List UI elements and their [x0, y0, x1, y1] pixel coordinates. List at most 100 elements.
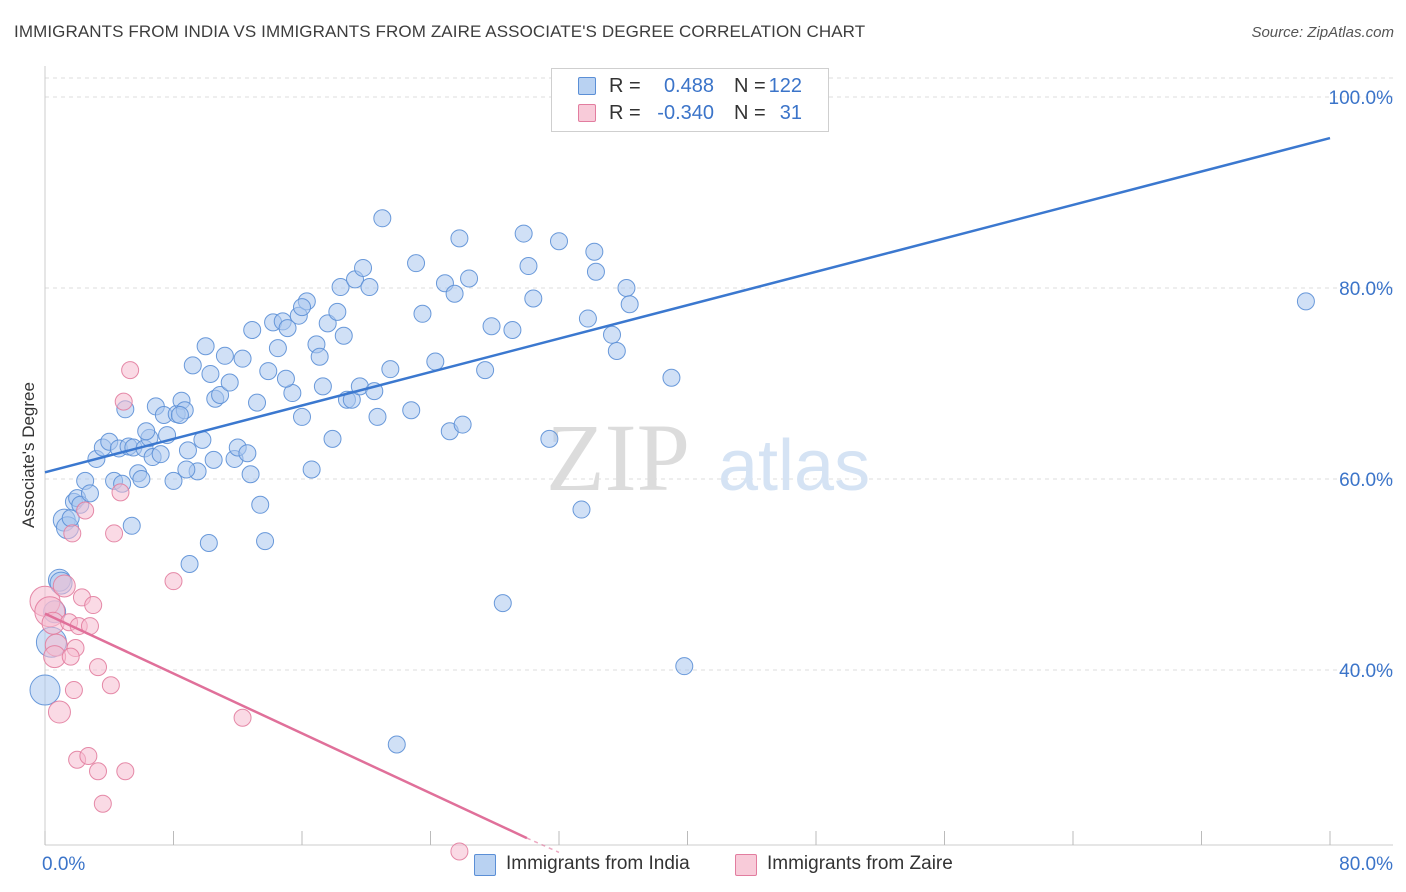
india-point-38 — [183, 356, 202, 375]
india-point-118 — [241, 465, 260, 484]
zaire-point-25 — [116, 762, 135, 781]
india-point-88 — [407, 254, 426, 273]
india-point-73 — [328, 302, 347, 321]
zaire-point-12 — [61, 647, 80, 666]
y-tick-label-2: 80.0% — [1339, 279, 1393, 300]
zaire-point-5 — [47, 700, 71, 724]
zaire-point-20 — [93, 794, 112, 813]
india-point-93 — [445, 284, 464, 303]
india-point-84 — [373, 209, 392, 228]
india-point-54 — [248, 393, 267, 412]
zaire-point-30 — [450, 842, 469, 861]
india-point-86 — [387, 735, 406, 754]
india-point-47 — [215, 346, 234, 365]
india-point-81 — [360, 278, 379, 297]
axes — [44, 66, 1393, 846]
india-point-90 — [426, 352, 445, 371]
india-point-64 — [293, 407, 311, 426]
legend-india-n-label: N = — [734, 75, 766, 97]
india-point-101 — [514, 224, 533, 243]
india-point-111 — [607, 342, 626, 361]
x-tick-label-1: 80.0% — [1339, 854, 1393, 875]
india-point-116 — [1296, 292, 1315, 311]
india-point-51 — [233, 349, 252, 368]
india-point-107 — [578, 309, 597, 328]
x-tick-label-0: 0.0% — [42, 854, 85, 875]
zaire-point-16 — [84, 596, 103, 615]
india-point-96 — [460, 269, 479, 288]
india-point-80 — [354, 258, 373, 277]
legend-swatch-zaire — [578, 104, 596, 122]
india-point-120 — [177, 460, 196, 479]
trendlines — [44, 136, 1331, 854]
india-point-56 — [256, 532, 275, 551]
india-point-99 — [493, 594, 512, 613]
india-point-43 — [201, 364, 220, 383]
india-point-59 — [268, 339, 287, 358]
series-india-points — [29, 209, 1315, 754]
zaire-point-8 — [63, 524, 82, 543]
legend-swatch-india — [578, 77, 596, 95]
legend-india-n-value: 122 — [768, 75, 802, 97]
legend-row-zaire: R = -0.340 N = 31 — [552, 100, 828, 126]
india-point-57 — [259, 362, 278, 381]
india-point-61 — [278, 319, 297, 338]
india-point-83 — [368, 407, 387, 426]
y-tick-label-0: 40.0% — [1339, 661, 1393, 682]
legend-zaire-n-value: 31 — [779, 102, 802, 124]
india-point-32 — [164, 471, 183, 490]
india-point-97 — [476, 361, 495, 380]
y-tick-label-3: 100.0% — [1329, 88, 1394, 109]
legend-zaire-r-label: R = — [609, 102, 641, 124]
india-point-71 — [318, 314, 337, 333]
india-point-22 — [122, 516, 141, 535]
india-point-40 — [180, 554, 199, 573]
india-point-100 — [503, 321, 522, 340]
india-point-87 — [402, 401, 421, 420]
india-point-109 — [586, 262, 605, 281]
india-point-12 — [80, 484, 99, 503]
india-point-105 — [550, 232, 568, 251]
india-point-48 — [220, 373, 239, 392]
india-point-106 — [572, 500, 591, 519]
trendline-zaire — [44, 612, 528, 840]
india-point-74 — [331, 278, 350, 297]
india-point-70 — [313, 377, 332, 396]
india-point-85 — [381, 360, 400, 379]
tick-labels: 40.0% 60.0% 80.0% 100.0% 0.0% 80.0% — [42, 88, 1393, 875]
india-point-98 — [482, 317, 501, 336]
zaire-point-18 — [79, 746, 98, 765]
zaire-point-28 — [164, 572, 183, 591]
trendline-india — [44, 136, 1331, 474]
bottom-legend-label-zaire: Immigrants from Zaire — [767, 853, 953, 874]
watermark-zip: ZIP — [546, 404, 690, 511]
india-point-119 — [137, 422, 156, 441]
zaire-point-19 — [89, 658, 108, 677]
india-point-46 — [211, 385, 230, 404]
zaire-point-21 — [89, 762, 108, 781]
india-point-110 — [603, 325, 622, 344]
legend-india-r-label: R = — [609, 75, 641, 97]
india-point-67 — [302, 460, 321, 479]
india-point-115 — [675, 657, 694, 676]
india-point-94 — [450, 229, 469, 248]
india-point-89 — [413, 304, 432, 323]
zaire-point-23 — [101, 676, 120, 695]
zaire-point-14 — [76, 501, 95, 520]
india-point-69 — [310, 347, 329, 366]
watermark-atlas: atlas — [718, 426, 870, 506]
zaire-point-26 — [114, 392, 133, 411]
india-point-72 — [323, 429, 342, 448]
india-point-121 — [276, 369, 295, 388]
india-point-66 — [293, 298, 311, 317]
india-point-42 — [196, 337, 215, 356]
india-point-95 — [453, 415, 472, 434]
correlation-legend: R = 0.488 N = 122 R = -0.340 N = 31 — [551, 68, 829, 132]
grid-lines — [45, 77, 1393, 671]
india-point-37 — [178, 441, 197, 460]
legend-zaire-r-value: -0.340 — [657, 102, 714, 124]
legend-zaire-n-label: N = — [734, 102, 766, 124]
india-point-104 — [540, 429, 559, 448]
bottom-legend-swatch-zaire — [735, 854, 757, 876]
